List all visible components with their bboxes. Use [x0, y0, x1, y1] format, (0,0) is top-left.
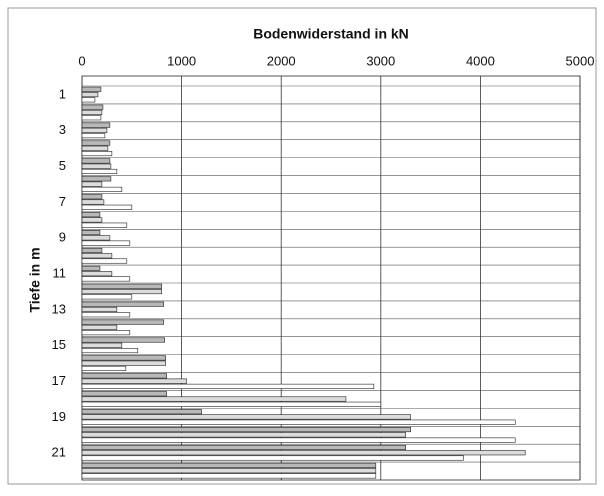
bar	[81, 396, 347, 402]
bar	[81, 444, 407, 451]
bar	[81, 217, 103, 223]
y-tick-label: 1	[59, 86, 66, 101]
bar	[81, 342, 123, 348]
bar	[81, 265, 101, 271]
bar	[81, 450, 526, 456]
y-tick-label: 11	[53, 265, 67, 280]
bar	[81, 462, 377, 468]
x-tick-label: 1000	[167, 53, 196, 68]
bar	[81, 468, 377, 474]
bar	[81, 409, 202, 415]
bar	[81, 360, 166, 366]
bar	[81, 86, 102, 92]
bar	[81, 319, 164, 325]
bar	[81, 133, 106, 139]
bar	[81, 373, 167, 379]
y-tick-label: 19	[52, 409, 66, 424]
bar	[81, 306, 118, 313]
bar	[81, 383, 375, 389]
bar	[81, 158, 111, 164]
bar	[81, 427, 411, 433]
x-tick-label: 5000	[566, 53, 595, 68]
bar	[81, 235, 111, 241]
bar	[81, 145, 109, 151]
y-axis-title: Tiefe in m	[27, 247, 43, 312]
bar	[81, 355, 166, 361]
y-tick-label: 7	[59, 194, 66, 209]
bar	[81, 199, 105, 205]
bar	[81, 92, 99, 98]
bar	[81, 312, 131, 318]
bar	[81, 176, 112, 182]
y-tick-label: 21	[52, 445, 66, 460]
x-tick-label: 4000	[466, 53, 495, 68]
y-tick-label: 3	[59, 122, 66, 137]
bar	[81, 294, 133, 300]
bar	[81, 473, 377, 479]
bar	[81, 419, 516, 425]
bar	[81, 204, 133, 210]
bar	[81, 97, 96, 103]
y-tick-label: 9	[59, 230, 66, 245]
bar	[81, 151, 113, 157]
chart-title: Bodenwiderstand in kN	[253, 26, 409, 42]
y-tick-label: 17	[52, 373, 66, 388]
bar	[81, 365, 127, 372]
bar	[81, 432, 407, 438]
bar	[81, 109, 103, 116]
bar	[81, 115, 102, 121]
y-tick-label: 15	[52, 337, 66, 352]
y-tick-label: 13	[52, 301, 66, 316]
bar	[81, 212, 101, 218]
bar	[81, 122, 111, 128]
x-tick-label: 2000	[267, 53, 296, 68]
bar	[81, 181, 103, 187]
bar	[81, 230, 101, 236]
bar	[81, 271, 113, 277]
bar	[81, 330, 131, 336]
bar	[81, 253, 113, 259]
bar	[81, 163, 112, 169]
bar	[81, 324, 118, 330]
bar	[81, 186, 123, 192]
bar	[81, 240, 131, 246]
bar	[81, 104, 104, 110]
bar	[81, 437, 516, 443]
bar	[81, 283, 162, 289]
bar	[81, 168, 118, 175]
y-tick-label: 5	[59, 158, 66, 173]
bar	[81, 414, 411, 420]
bar	[81, 222, 128, 228]
bar	[81, 258, 128, 264]
bar	[81, 247, 103, 254]
bar	[81, 301, 164, 307]
bar	[81, 140, 111, 146]
bar	[81, 401, 382, 407]
bar	[81, 127, 108, 133]
bar	[81, 289, 162, 295]
bar	[81, 391, 167, 397]
bar	[81, 455, 464, 461]
frame	[7, 7, 597, 485]
bar	[81, 337, 165, 343]
bar	[81, 378, 187, 384]
bar	[81, 276, 131, 282]
x-tick-label: 0	[78, 53, 85, 68]
bar	[81, 194, 103, 200]
x-tick-label: 3000	[366, 53, 395, 68]
bar	[81, 348, 139, 354]
